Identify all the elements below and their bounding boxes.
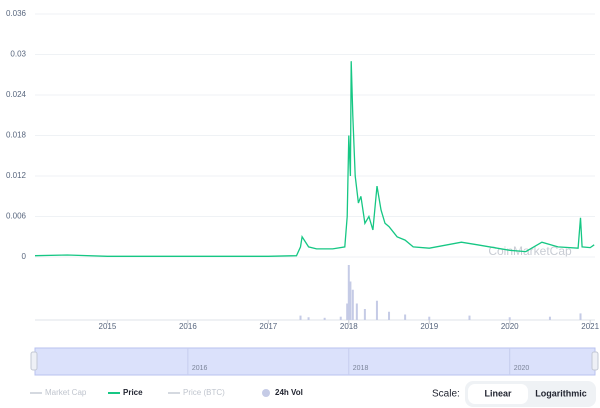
legend-item[interactable]: Price (BTC)	[183, 388, 225, 397]
navigator[interactable]	[34, 347, 596, 376]
navigator-handle[interactable]	[30, 351, 38, 371]
price-line	[34, 61, 595, 257]
volume-bar	[579, 313, 582, 320]
legend-item[interactable]: Market Cap	[45, 388, 87, 397]
y-tick-label: 0.012	[6, 171, 27, 180]
scale-option[interactable]: Logarithmic	[535, 388, 587, 398]
x-tick-label: 2018	[340, 322, 358, 331]
volume-bar	[339, 316, 342, 320]
volume-bar	[404, 314, 407, 320]
volume-bar	[323, 317, 326, 320]
volume-bar	[349, 281, 352, 320]
volume-bar	[347, 265, 350, 320]
x-tick-label: 2015	[99, 322, 117, 331]
volume-bar	[346, 303, 349, 320]
volume-bar	[428, 316, 431, 320]
volume-bar	[299, 315, 302, 320]
navigator-tick-label: 2016	[192, 365, 208, 372]
volume-bar	[548, 316, 551, 320]
scale-option[interactable]: Linear	[484, 388, 512, 398]
x-tick-label: 2019	[420, 322, 438, 331]
y-tick-label: 0.006	[6, 212, 27, 221]
volume-bar	[375, 300, 378, 320]
x-tick-label: 2016	[179, 322, 197, 331]
y-tick-label: 0.018	[6, 131, 27, 140]
navigator-tick-label: 2020	[514, 365, 530, 372]
scale-button-active[interactable]	[468, 384, 528, 404]
y-tick-label: 0	[22, 252, 27, 261]
legend-item[interactable]: 24h Vol	[275, 388, 303, 397]
volume-bar	[508, 317, 511, 320]
y-tick-label: 0.024	[6, 90, 27, 99]
watermark: CoinMarketCap	[488, 244, 572, 258]
y-tick-label: 0.03	[10, 50, 26, 59]
volume-bar	[388, 311, 391, 320]
volume-bar	[355, 303, 358, 320]
x-tick-label: 2021	[581, 322, 599, 331]
x-tick-label: 2017	[259, 322, 277, 331]
volume-bar	[363, 309, 366, 320]
x-tick-label: 2020	[501, 322, 519, 331]
navigator-handle[interactable]	[591, 351, 599, 371]
volume-bar	[468, 315, 471, 320]
volume-bar	[307, 317, 310, 320]
y-tick-label: 0.036	[6, 9, 27, 18]
legend-swatch	[262, 389, 270, 397]
volume-bar	[351, 289, 354, 320]
scale-label: Scale:	[432, 389, 460, 400]
navigator-tick-label: 2018	[353, 365, 369, 372]
legend-item[interactable]: Price	[123, 388, 143, 397]
